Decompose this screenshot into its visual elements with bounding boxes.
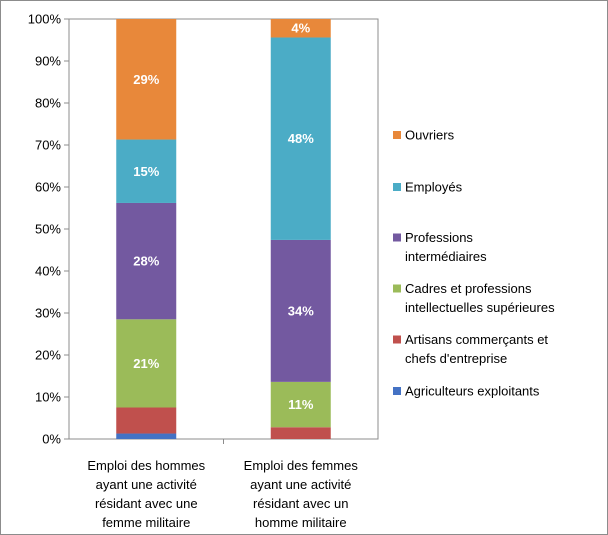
legend-label: Professions (405, 230, 473, 245)
legend-swatch (393, 183, 401, 191)
data-label: 11% (288, 397, 314, 412)
legend-label: Ouvriers (405, 128, 455, 143)
legend: Agriculteurs exploitants Artisans commerç… (393, 128, 555, 399)
y-tick-label: 0% (42, 432, 61, 447)
y-axis-ticks: 0% 10% 20% 30% 40% 50% 60% 70% 80% 90% 100% (28, 12, 69, 447)
x-category-label: ayant une activité (96, 477, 197, 492)
bar-segment (116, 407, 177, 434)
x-category-label: résidant avec une (95, 496, 198, 511)
bars (116, 19, 331, 439)
x-category-label: Emploi des hommes (87, 458, 205, 473)
y-tick-label: 40% (35, 264, 61, 279)
x-category-label: ayant une activité (250, 477, 351, 492)
bar-segment (270, 381, 331, 428)
data-label: 4% (291, 21, 310, 36)
y-tick-label: 50% (35, 222, 61, 237)
bar-segment (116, 139, 177, 203)
y-tick-label: 60% (35, 180, 61, 195)
legend-label: intermédiaires (405, 249, 487, 264)
y-tick-label: 10% (35, 390, 61, 405)
legend-label: Artisans commerçants et (405, 332, 548, 347)
bar-segment (270, 19, 331, 38)
bar-segment (116, 433, 177, 439)
plot-area (68, 18, 379, 440)
bar-segment (270, 37, 331, 240)
data-label: 28% (133, 254, 159, 269)
bar-segment (270, 427, 331, 439)
y-tick-label: 70% (35, 138, 61, 153)
legend-swatch (393, 284, 401, 293)
x-category-label: homme militaire (255, 515, 347, 530)
data-label: 29% (133, 72, 159, 87)
x-category-label: résidant avec un (253, 496, 348, 511)
axes (68, 18, 379, 444)
y-tick-label: 30% (35, 306, 61, 321)
legend-label: Agriculteurs exploitants (405, 384, 540, 399)
bar-segment (116, 202, 177, 320)
y-tick-label: 80% (35, 96, 61, 111)
legend-swatch (393, 335, 401, 344)
x-category-label: Emploi des femmes (244, 458, 359, 473)
legend-label: Cadres et professions (405, 281, 532, 296)
legend-label: chefs d'entreprise (405, 351, 507, 366)
data-label: 48% (288, 131, 314, 146)
data-labels: 21% 28% 15% 29% 11% 34% 48% 4% (133, 21, 314, 412)
data-label: 21% (133, 356, 159, 371)
legend-swatch (393, 233, 401, 242)
bar-segment (116, 319, 177, 408)
x-axis-categories: Emploi des hommes ayant une activité résid… (87, 458, 358, 530)
y-tick-label: 100% (28, 12, 62, 27)
y-tick-label: 20% (35, 348, 61, 363)
bar-segment (270, 239, 331, 382)
legend-label: intellectuelles supérieures (405, 300, 555, 315)
bar-segment (116, 19, 177, 140)
legend-swatch (393, 387, 401, 395)
legend-swatch (393, 131, 401, 139)
x-category-label: femme militaire (102, 515, 190, 530)
y-tick-label: 90% (35, 54, 61, 69)
data-label: 34% (288, 303, 314, 318)
data-label: 15% (133, 164, 159, 179)
legend-label: Employés (405, 180, 463, 195)
